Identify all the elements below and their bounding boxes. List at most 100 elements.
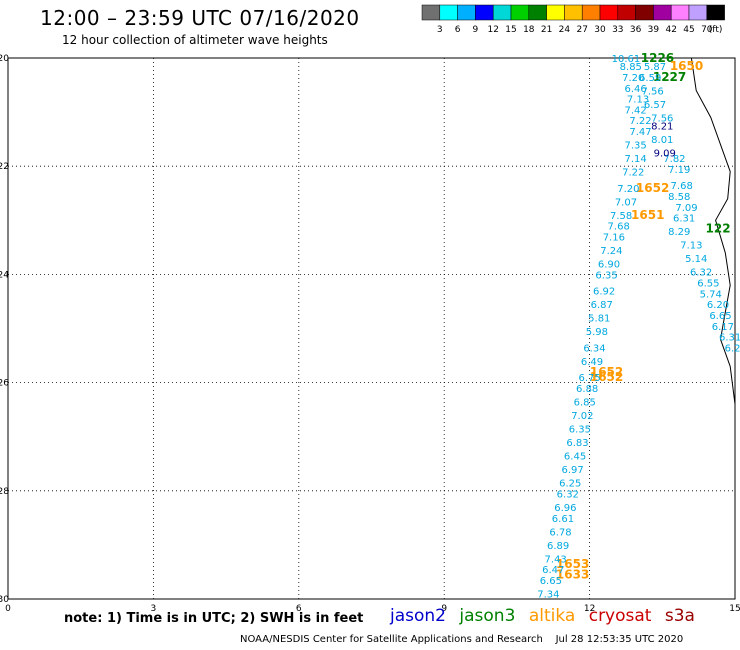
colorbar-label: 42 <box>665 25 676 35</box>
data-label-swh_track_b: 7.68 <box>671 181 693 192</box>
data-label-swh_track_a: 7.16 <box>603 233 625 244</box>
data-label-swh_track_a: 5.81 <box>588 314 610 325</box>
satellite-jason3: jason3 <box>459 606 516 626</box>
colorbar-label: 30 <box>594 25 606 35</box>
colorbar-swatch <box>617 4 636 21</box>
coastline-path <box>690 57 736 405</box>
coastline <box>690 57 736 405</box>
satellite-cryosat: cryosat <box>588 606 652 626</box>
colorbar-label: 12 <box>487 25 498 35</box>
data-label-swh_track_a: 6.49 <box>581 357 603 368</box>
colorbar-label: 15 <box>505 25 516 35</box>
data-label-swh_track_a: 6.32 <box>557 490 579 501</box>
data-label-swh_track_a: 7.07 <box>615 197 637 208</box>
data-label-swh_track_b: 8.58 <box>668 192 690 203</box>
data-label-jason3: 122 <box>706 221 731 235</box>
data-label-swh_track_a: 6.65 <box>540 576 562 587</box>
data-label-swh_track_b: 6.55 <box>697 279 719 290</box>
data-label-swh_track_a: 6.96 <box>554 503 576 514</box>
x-tick-label: 15 <box>729 604 740 614</box>
colorbar-swatch <box>457 4 476 21</box>
chart-title: 12:00 – 23:59 UTC 07/16/2020 <box>40 6 360 30</box>
data-label-swh_track_b: 7.56 <box>641 86 663 97</box>
data-label-swh_track_b: 5.14 <box>685 254 707 265</box>
data-label-altika: 1652 <box>636 181 669 195</box>
data-label-swh_track_b: 6.17 <box>712 322 734 333</box>
data-label-altika: 1650 <box>670 59 703 73</box>
data-label-swh_track_a: 6.89 <box>547 541 569 552</box>
colorbar-swatch <box>564 4 583 21</box>
data-label-swh_track_a: 5.98 <box>586 327 608 338</box>
data-label-swh_track_b: 7.09 <box>675 203 697 214</box>
data-label-swh_track_b: 6.2 <box>725 343 740 354</box>
data-label-swh_track_b: 7.19 <box>668 165 690 176</box>
data-label-swh_track_a: 7.13 <box>627 95 649 106</box>
data-label-swh_track_a: 6.35 <box>569 425 591 436</box>
colorbar-swatch <box>510 4 530 21</box>
data-label-swh_track_a: 7.22 <box>622 168 644 179</box>
colorbar-swatch <box>439 4 458 21</box>
data-label-swh_track_a: 7.42 <box>625 105 647 116</box>
data-label-swh_track_b: 6.20 <box>707 300 729 311</box>
colorbar-label: 27 <box>576 25 587 35</box>
data-label-swh_track_a: 7.43 <box>545 554 567 565</box>
colorbar-swatch <box>528 4 547 21</box>
colorbar-swatch <box>475 4 494 21</box>
satellite-altika: altika <box>528 606 576 626</box>
data-label-altika: 1653 <box>556 557 589 571</box>
data-label-swh_track_a: 7.68 <box>608 222 630 233</box>
x-tick-label: 6 <box>296 604 302 614</box>
data-label-swh_track_b: 5.87 <box>644 62 666 73</box>
footer-note: note: 1) Time is in UTC; 2) SWH is in fe… <box>64 611 364 626</box>
colorbar-label: 33 <box>612 25 623 35</box>
data-label-swh_dark: 8.21 <box>651 122 673 133</box>
data-label-swh_track_b: 6.31 <box>673 214 695 225</box>
data-label-swh_track_a: 7.20 <box>617 184 639 195</box>
data-label-swh_track_a: 6.35 <box>595 270 617 281</box>
colorbar-swatch <box>706 4 725 21</box>
data-label-swh_track_b: 8.29 <box>668 227 690 238</box>
colorbar-label: 39 <box>648 25 660 35</box>
data-label-swh_track_a: 7.14 <box>625 154 647 165</box>
data-label-swh_track_a: 7.58 <box>610 211 632 222</box>
data-label-swh_track_a: 8.85 <box>620 62 642 73</box>
plot-frame <box>7 57 736 600</box>
colorbar-label: 45 <box>683 25 694 35</box>
y-tick-label: -24 <box>0 270 9 280</box>
satellite-legend: jason2 jason3 altika cryosat s3a <box>390 606 703 626</box>
data-label-swh_track_b: 5.74 <box>700 289 722 300</box>
colorbar-label: 24 <box>559 25 571 35</box>
colorbar-swatch <box>635 4 654 21</box>
data-label-swh_track_b: 6.57 <box>644 100 666 111</box>
data-label-swh_track_a: 6.45 <box>564 452 586 463</box>
chart-subtitle: 12 hour collection of altimeter wave hei… <box>62 33 328 47</box>
data-label-swh_track_a: 6.87 <box>591 300 613 311</box>
y-tick-label: -20 <box>0 54 9 64</box>
colorbar-legend: 3 6 9 12 15 18 21 24 27 30 33 36 39 42 45 70(ft) <box>421 4 725 35</box>
data-label-swh_track_b: 6.65 <box>709 311 731 322</box>
colorbar-label: 6 <box>455 25 461 35</box>
x-tick-label: 9 <box>441 604 447 614</box>
data-label-swh_track_a: 6.34 <box>583 343 605 354</box>
colorbar-swatch <box>492 4 512 21</box>
data-label-swh_track_b: 6.31 <box>719 333 740 344</box>
satellite-jason2: jason2 <box>390 606 446 626</box>
data-label-altika: 1652 <box>590 365 623 379</box>
colorbar-unit: (ft) <box>709 25 723 35</box>
data-marks: 1226122712216501652165116521652165316331… <box>537 51 740 601</box>
credit-line: NOAA/NESDIS Center for Satellite Applica… <box>240 634 684 645</box>
data-label-swh_track_a: 6.61 <box>552 514 574 525</box>
colorbar-swatch <box>581 4 601 21</box>
data-label-swh_track_a: 7.22 <box>629 116 651 127</box>
x-tick-label: 3 <box>151 604 157 614</box>
data-label-swh_track_a: 7.34 <box>537 590 559 601</box>
colorbar-label: 9 <box>473 25 479 35</box>
colorbar-label: 36 <box>630 25 642 35</box>
data-label-swh_track_a: 6.46 <box>625 84 647 95</box>
data-label-swh_track_a: 6.75 <box>578 373 600 384</box>
colorbar-swatch <box>599 4 619 21</box>
data-label-swh_track_a: 7.35 <box>625 141 647 152</box>
data-label-swh_track_b: 7.13 <box>680 241 702 252</box>
data-label-swh_track_b: 8.01 <box>651 135 673 146</box>
